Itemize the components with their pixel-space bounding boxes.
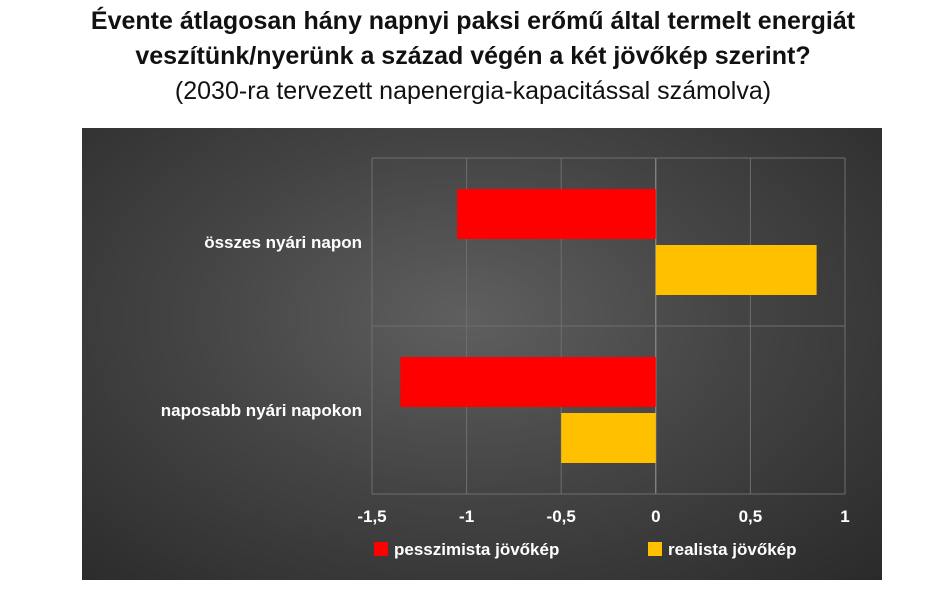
category-label: naposabb nyári napokon: [161, 401, 362, 420]
chart-title-block: Évente átlagosan hány napnyi paksi erőmű…: [0, 4, 946, 108]
bar-chart: összes nyári napon naposabb nyári napokon…: [161, 157, 850, 559]
legend-item-pessimistic-label: pesszimista jövőkép: [394, 540, 559, 559]
x-tick-label: 0,5: [739, 507, 763, 526]
legend-item-pessimistic-swatch: [374, 542, 388, 556]
bar-realistic-0: [655, 245, 817, 295]
x-tick-label: -0,5: [547, 507, 576, 526]
bar-realistic-1: [561, 413, 656, 463]
chart-title-line-2: veszítünk/nyerünk a század végén a két j…: [135, 42, 811, 70]
x-tick-label: -1,5: [357, 507, 386, 526]
chart-title-line-1: Évente átlagosan hány napnyi paksi erőmű…: [90, 7, 856, 35]
legend-item-realistic-label: realista jövőkép: [668, 540, 797, 559]
x-tick-label: 1: [840, 507, 849, 526]
bar-pessimistic-0: [457, 189, 656, 239]
legend-item-realistic-swatch: [648, 542, 662, 556]
bar-pessimistic-1: [400, 357, 656, 407]
x-tick-label: -1: [459, 507, 474, 526]
chart-subtitle: (2030-ra tervezett napenergia-kapacitáss…: [174, 77, 772, 105]
x-tick-label: 0: [651, 507, 660, 526]
chart-panel: összes nyári napon naposabb nyári napokon…: [82, 128, 882, 580]
category-label: összes nyári napon: [204, 233, 362, 252]
